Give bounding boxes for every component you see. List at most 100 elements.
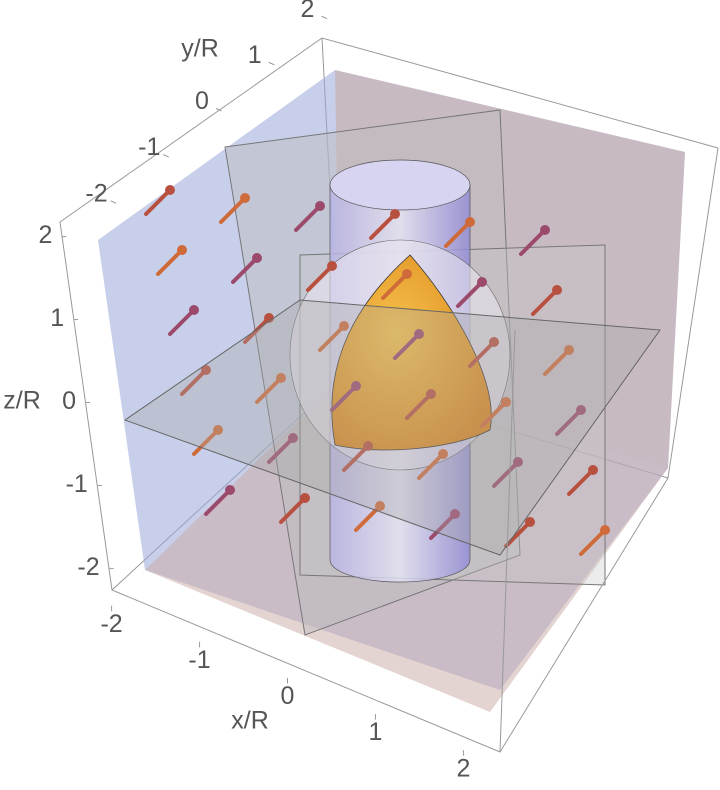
y-tick-mark [110,200,117,204]
arrow [504,520,532,548]
arrow [231,256,259,284]
y-tick-mark [321,15,328,20]
x-tick-label: -2 [100,610,122,638]
arrow-head [225,485,235,495]
y-tick-label: 0 [195,87,209,115]
arrow-head [276,373,286,383]
arrow-head [588,465,598,475]
arrow [255,376,283,404]
arrow-head [264,313,274,323]
arrow-head [489,337,499,347]
x-tick-label: 0 [281,682,295,710]
arrow [219,196,247,224]
arrow [555,408,583,436]
arrow [492,460,520,488]
y-axis-label: y/R [181,35,219,63]
arrow [456,280,484,308]
arrow-head [564,345,574,355]
arrow-head [438,449,448,459]
arrow [330,384,358,412]
arrow [279,496,307,524]
arrow [267,436,295,464]
arrow [519,228,547,256]
arrow [393,332,421,360]
scene: x/R y/R z/R [3,35,719,753]
vector-field [144,185,610,556]
y-tick-mark [268,61,275,66]
arrow [180,368,208,396]
arrow-head [327,261,337,271]
arrow [444,220,472,248]
x-tick-label: 2 [456,754,470,782]
arrow-head [402,269,412,279]
arrow-head [288,433,298,443]
arrow-head [513,457,523,467]
z-tick-label: 0 [62,387,76,415]
arrow-head [540,225,550,235]
arrow-head [375,501,385,511]
x-tick-label: -1 [188,646,210,674]
y-tick-mark [163,154,170,158]
y-tick-label: 1 [248,41,262,69]
x-axis-label: x/R [231,707,269,735]
arrow [429,512,457,540]
arrow-head [363,441,373,451]
arrow-head [300,493,310,503]
arrow-head [339,321,349,331]
arrow-head [450,509,460,519]
z-tick-label: 2 [38,221,52,249]
arrow [144,188,172,216]
arrow [543,348,571,376]
y-tick-label: -1 [138,133,160,161]
arrow-head [414,329,424,339]
y-tick-label: 2 [301,0,315,23]
y-tick-mark [215,108,222,112]
arrow [480,400,508,428]
arrow-head [552,285,562,295]
arrow [381,272,409,300]
arrow [579,528,607,556]
box-edge [499,329,516,753]
arrow-head [201,365,211,375]
arrow [342,444,370,472]
arrow [531,288,559,316]
cylinder-top [329,159,471,211]
arrow [156,248,184,276]
x-tick-label: 1 [369,718,383,746]
arrow-head [240,193,250,203]
arrow-head [501,397,511,407]
arrow-head [477,277,487,287]
arrow [567,468,595,496]
cutaway-surface [331,254,492,451]
arrow-head [213,425,223,435]
z-tick-label: 1 [50,304,64,332]
arrow [168,308,196,336]
arrow-head [576,405,586,415]
arrow [306,264,334,292]
arrow [369,212,397,240]
arrow [192,428,220,456]
arrow-head [525,517,535,527]
ticks: -2 -1 0 1 2 -2 -1 0 1 2 -2 -1 0 1 2 [38,0,470,782]
arrow [204,488,232,516]
arrow [318,324,346,352]
arrow [294,204,322,232]
arrow-head [600,525,610,535]
arrow-head [252,253,262,263]
z-tick-label: -1 [66,470,88,498]
arrow-head [189,305,199,315]
z-tick-label: -2 [77,553,99,581]
arrow-head [165,185,175,195]
arrow-head [390,209,400,219]
arrow-head [315,201,325,211]
arrow-head [177,245,187,255]
plane [123,299,661,556]
z-axis-label: z/R [3,387,41,415]
arrow [468,340,496,368]
arrow-head [351,381,361,391]
arrow [405,392,433,420]
arrow-head [426,389,436,399]
arrow-head [465,217,475,227]
y-tick-label: -2 [85,179,107,207]
